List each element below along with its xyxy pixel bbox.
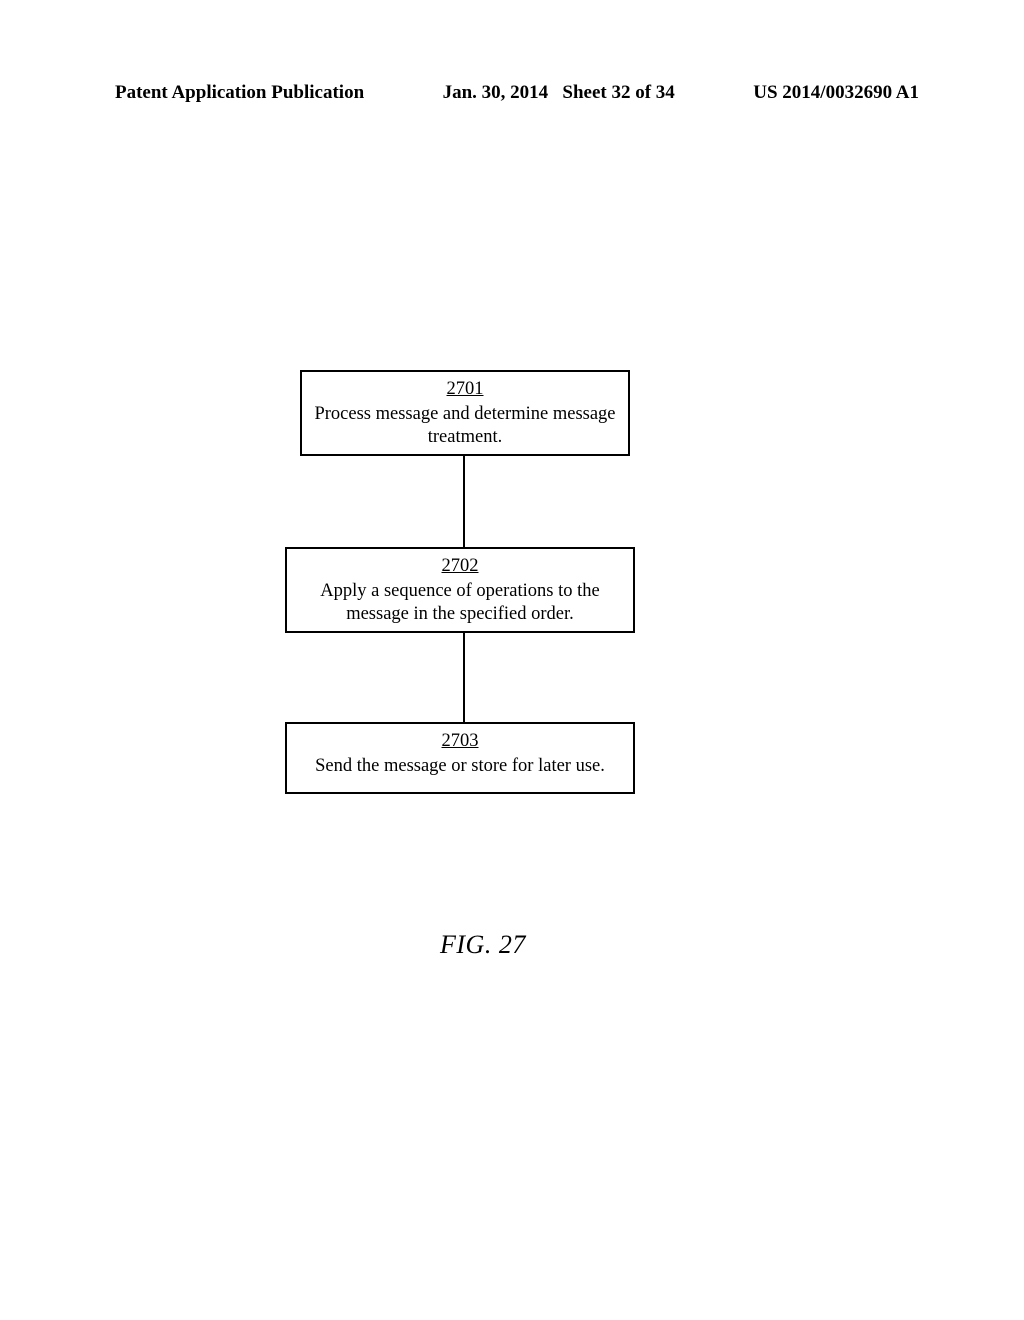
- flowchart-node-2703: 2703Send the message or store for later …: [285, 722, 635, 794]
- sheet-info: Jan. 30, 2014 Sheet 32 of 34: [443, 82, 675, 104]
- figure-label: FIG. 27: [440, 930, 526, 960]
- node-ref-2702: 2702: [442, 555, 479, 578]
- publication-label: Patent Application Publication: [115, 82, 364, 104]
- node-text-2702: Apply a sequence of operations to the me…: [293, 580, 627, 626]
- header-sheet: Sheet 32 of 34: [562, 82, 674, 103]
- node-text-2701: Process message and determine message tr…: [308, 403, 622, 449]
- node-text-2703: Send the message or store for later use.: [293, 755, 627, 778]
- node-ref-2703: 2703: [442, 730, 479, 753]
- flowchart-node-2701: 2701Process message and determine messag…: [300, 370, 630, 456]
- header-date: Jan. 30, 2014: [443, 82, 549, 103]
- flowchart-node-2702: 2702Apply a sequence of operations to th…: [285, 547, 635, 633]
- page-header: Patent Application Publication Jan. 30, …: [115, 82, 919, 104]
- flowchart-edge-2702-2703: [463, 633, 465, 722]
- publication-number: US 2014/0032690 A1: [753, 82, 919, 104]
- patent-page: Patent Application Publication Jan. 30, …: [0, 0, 1024, 1320]
- node-ref-2701: 2701: [447, 378, 484, 401]
- flowchart-edge-2701-2702: [463, 456, 465, 547]
